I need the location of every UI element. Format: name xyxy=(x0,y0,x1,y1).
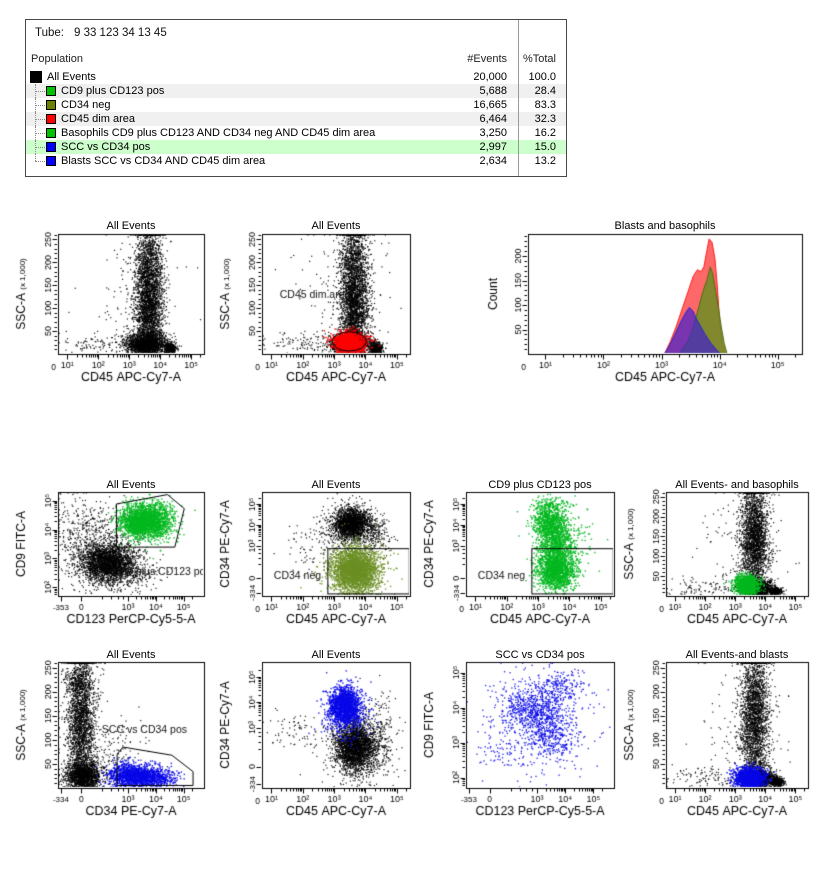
population-row[interactable]: Basophils CD9 plus CD123 AND CD34 neg AN… xyxy=(26,126,566,140)
population-events: 20,000 xyxy=(473,71,507,83)
population-color-swatch xyxy=(46,142,56,152)
plot-p6-scatter: CD9 plus CD123 pos xyxy=(420,479,622,643)
tree-connector xyxy=(35,119,45,120)
population-row[interactable]: All Events 20,000 100.0 xyxy=(26,70,566,84)
tree-connector xyxy=(35,154,36,161)
population-color-swatch xyxy=(46,156,56,166)
tree-connector xyxy=(35,91,45,92)
population-percent-total: 13.2 xyxy=(534,155,556,167)
tube-label: Tube: xyxy=(35,27,64,39)
plot-p5-scatter: All Events xyxy=(216,479,418,643)
plot-canvas-p3[interactable] xyxy=(484,220,814,398)
plot-canvas-p6[interactable] xyxy=(420,479,622,643)
population-events: 2,997 xyxy=(479,141,507,153)
population-percent-total: 32.3 xyxy=(534,113,556,125)
plot-canvas-p5[interactable] xyxy=(216,479,418,643)
population-percent-total: 15.0 xyxy=(534,141,556,153)
tree-connector xyxy=(35,105,45,106)
population-color-swatch xyxy=(46,86,56,96)
population-row[interactable]: SCC vs CD34 pos 2,997 15.0 xyxy=(26,140,566,154)
plot-p2-scatter: All Events xyxy=(216,220,420,398)
population-label: Blasts SCC vs CD34 AND CD45 dim area xyxy=(61,155,266,167)
plot-canvas-p4[interactable] xyxy=(12,479,212,643)
population-row[interactable]: CD45 dim area 6,464 32.3 xyxy=(26,112,566,126)
population-row[interactable]: CD34 neg 16,665 83.3 xyxy=(26,98,566,112)
plot-p11-scatter: All Events-and blasts xyxy=(620,649,816,837)
population-rows: All Events 20,000 100.0 CD9 plus CD123 pos 5… xyxy=(26,70,566,168)
population-label: CD9 plus CD123 pos xyxy=(61,85,165,97)
population-events: 5,688 xyxy=(479,85,507,97)
plot-canvas-p1[interactable] xyxy=(12,220,214,398)
population-events: 6,464 xyxy=(479,113,507,125)
population-row[interactable]: Blasts SCC vs CD34 AND CD45 dim area 2,63… xyxy=(26,154,566,168)
tree-connector xyxy=(35,133,45,134)
population-label: CD34 neg xyxy=(61,99,111,111)
tube-value: 9 33 123 34 13 45 xyxy=(73,27,167,39)
plot-p9-scatter: All Events xyxy=(216,649,418,837)
tree-connector xyxy=(35,147,45,148)
plot-p4-scatter: All Events xyxy=(12,479,212,643)
population-row[interactable]: CD9 plus CD123 pos 5,688 28.4 xyxy=(26,84,566,98)
plot-canvas-p9[interactable] xyxy=(216,649,418,837)
tree-connector xyxy=(35,161,45,162)
population-events: 3,250 xyxy=(479,127,507,139)
population-percent-total: 28.4 xyxy=(534,85,556,97)
population-percent-total: 83.3 xyxy=(534,99,556,111)
population-color-swatch xyxy=(30,71,42,83)
population-label: CD45 dim area xyxy=(61,113,135,125)
plot-canvas-p11[interactable] xyxy=(620,649,816,837)
plot-p8-scatter: All Events xyxy=(12,649,212,837)
table-header: Population #Events %Total xyxy=(26,53,566,67)
population-color-swatch xyxy=(46,100,56,110)
population-events: 2,634 xyxy=(479,155,507,167)
plot-p1-scatter: All Events xyxy=(12,220,214,398)
population-label: Basophils CD9 plus CD123 AND CD34 neg AN… xyxy=(61,127,376,139)
column-header-population: Population xyxy=(31,53,83,65)
plot-p7-scatter: All Events- and basophils xyxy=(620,479,816,643)
population-label: All Events xyxy=(47,71,96,83)
population-events: 16,665 xyxy=(473,99,507,111)
population-hierarchy-panel: Tube: 9 33 123 34 13 45 Population #Event… xyxy=(25,19,567,177)
population-percent-total: 100.0 xyxy=(528,71,556,83)
plot-canvas-p8[interactable] xyxy=(12,649,212,837)
tube-line: Tube: 9 33 123 34 13 45 xyxy=(35,27,167,39)
population-percent-total: 16.2 xyxy=(534,127,556,139)
plot-p10-scatter: SCC vs CD34 pos xyxy=(420,649,622,837)
plot-canvas-p2[interactable] xyxy=(216,220,420,398)
population-label: SCC vs CD34 pos xyxy=(61,141,151,153)
plot-p3-histogram: Blasts and basophils xyxy=(484,220,814,398)
population-color-swatch xyxy=(46,128,56,138)
column-header-events: #Events xyxy=(467,53,507,65)
population-color-swatch xyxy=(46,114,56,124)
column-header-total: %Total xyxy=(522,53,556,65)
plot-canvas-p10[interactable] xyxy=(420,649,622,837)
events-column-divider xyxy=(518,20,519,176)
plot-canvas-p7[interactable] xyxy=(620,479,816,643)
